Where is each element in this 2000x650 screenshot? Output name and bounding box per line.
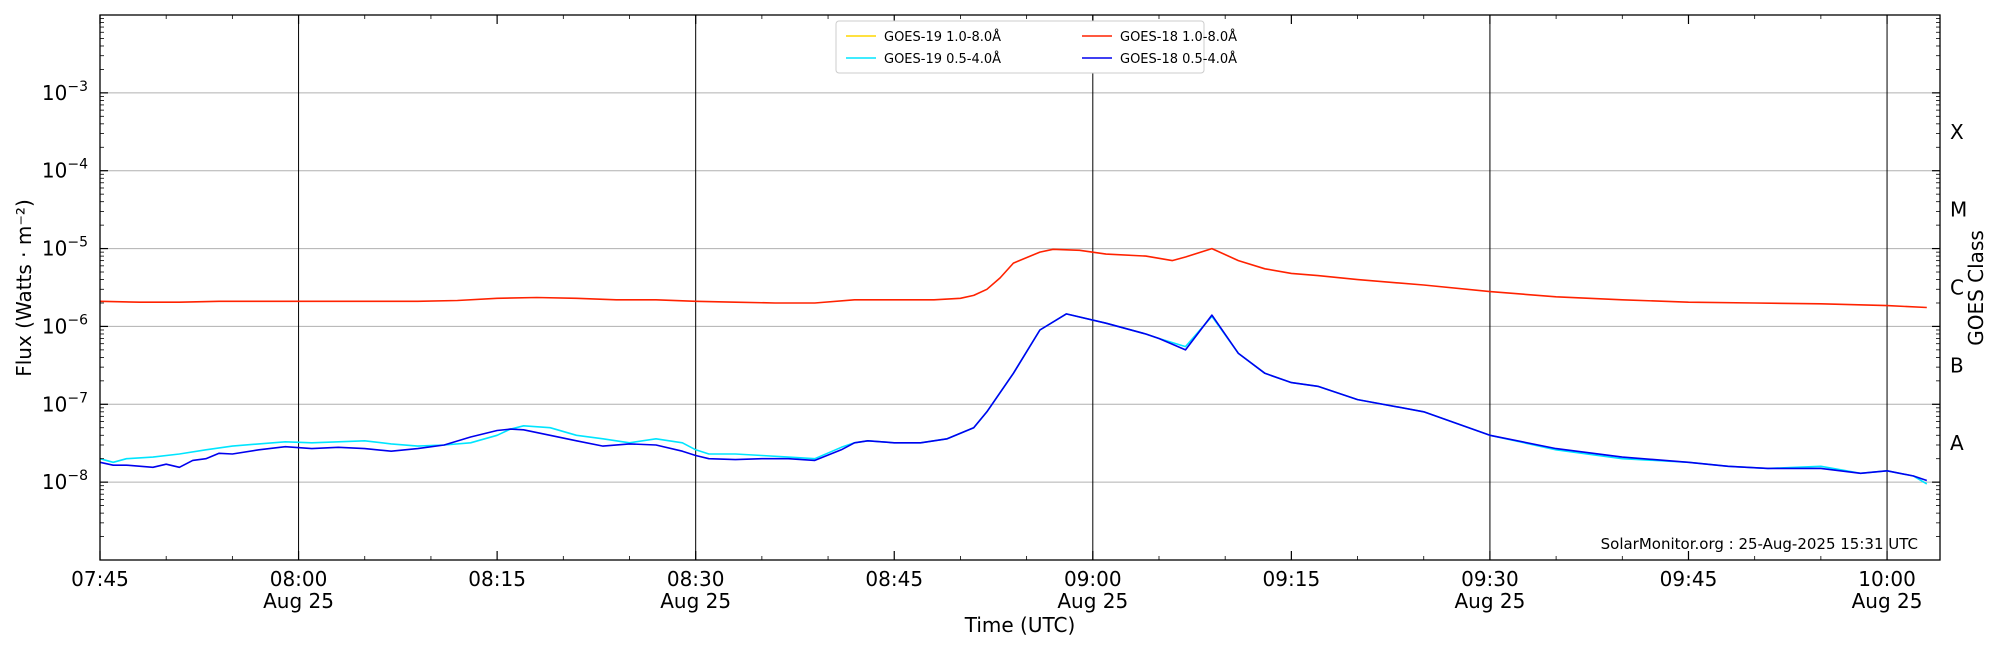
series-layer [99, 247, 1928, 485]
x-axis-label: Time (UTC) [964, 613, 1076, 637]
x-tick-label-time: 08:00 [270, 567, 328, 591]
x-tick-label-time: 08:30 [667, 567, 725, 591]
x-tick-label-date: Aug 25 [1057, 589, 1128, 613]
series-line [99, 313, 1928, 482]
x-tick-label-time: 07:45 [71, 567, 129, 591]
goes-class-label: B [1950, 353, 1964, 377]
x-tick-label-date: Aug 25 [263, 589, 334, 613]
goes-class-label: M [1950, 198, 1967, 222]
x-tick-label-time: 09:15 [1263, 567, 1321, 591]
vertical-day-lines [298, 15, 1888, 560]
goes-class-label: A [1950, 431, 1964, 455]
x-tick-label-time: 09:30 [1461, 567, 1519, 591]
credit-text: SolarMonitor.org : 25-Aug-2025 15:31 UTC [1601, 535, 1918, 553]
y-tick-label: 10−8 [42, 468, 88, 494]
y-tick-label: 10−4 [42, 157, 88, 183]
legend: GOES-19 1.0-8.0Å GOES-19 0.5-4.0Å GOES-18 … [835, 20, 1237, 74]
legend-label: GOES-18 1.0-8.0Å [1120, 29, 1237, 45]
x-tick-label-time: 08:15 [468, 567, 526, 591]
legend-label: GOES-19 0.5-4.0Å [884, 51, 1001, 67]
y-tick-label: 10−7 [42, 390, 88, 416]
legend-label: GOES-19 1.0-8.0Å [884, 29, 1001, 45]
y-tick-label: 10−3 [42, 79, 88, 105]
y-tick-label: 10−6 [42, 312, 88, 338]
goes-class-label: X [1950, 120, 1964, 144]
legend-label: GOES-18 0.5-4.0Å [1120, 51, 1237, 67]
plot-frame [99, 14, 1941, 561]
series-line [99, 247, 1927, 309]
x-tick-label-time: 10:00 [1858, 567, 1916, 591]
y-axis-label: Flux (Watts · m⁻²) [12, 199, 36, 377]
goes-class-axis-label: GOES Class [1964, 230, 1988, 346]
x-tick-label-time: 09:00 [1064, 567, 1122, 591]
grid-layer [100, 92, 1940, 483]
x-tick-label-date: Aug 25 [660, 589, 731, 613]
x-tick-label-date: Aug 25 [1454, 589, 1525, 613]
y-tick-label: 10−5 [42, 235, 88, 261]
x-tick-label-time: 09:45 [1660, 567, 1718, 591]
goes-class-label: C [1950, 276, 1964, 300]
x-tick-label-date: Aug 25 [1852, 589, 1923, 613]
x-tick-label-time: 08:45 [865, 567, 923, 591]
legend-box [835, 20, 1205, 74]
